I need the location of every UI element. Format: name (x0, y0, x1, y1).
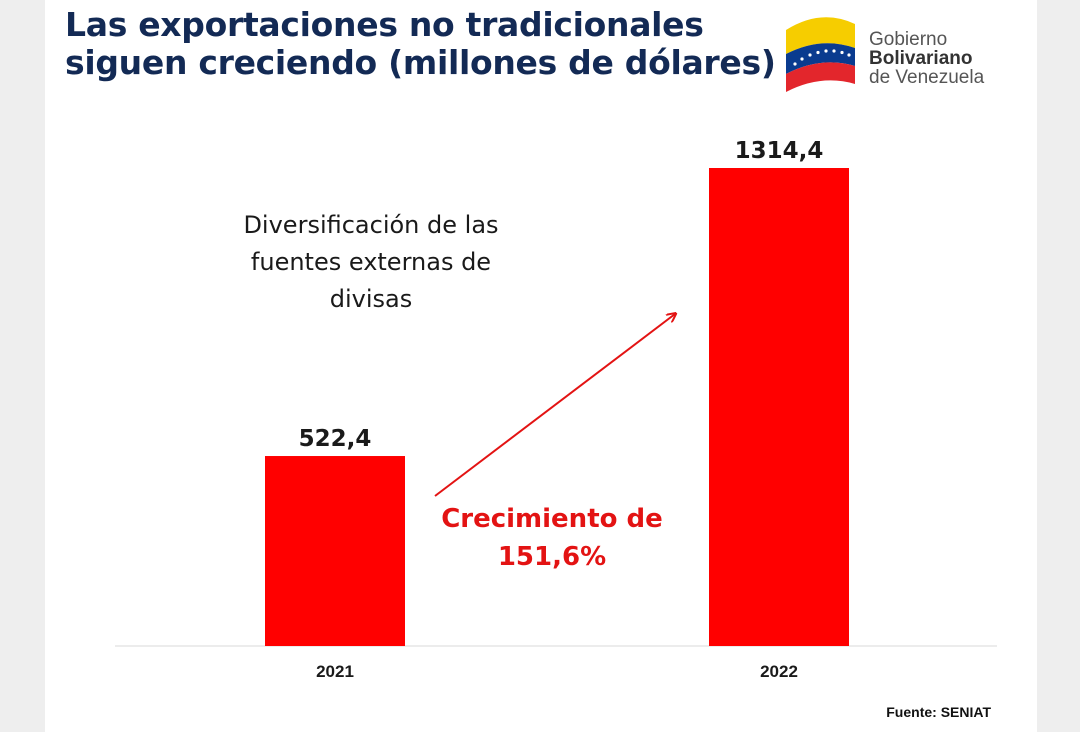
venezuela-flag-icon (786, 17, 855, 92)
data-label-2022: 1314,4 (735, 138, 824, 164)
bar-chart: 522,4 2021 1314,4 2022 Crecimiento de 151,6… (115, 138, 997, 681)
data-label-2021: 522,4 (299, 426, 372, 452)
slide: Las exportaciones no tradicionales sigue… (45, 0, 1037, 732)
x-tick-label-2021: 2021 (316, 662, 354, 681)
growth-label-line-1: Crecimiento de (441, 504, 663, 534)
note-line-2: fuentes externas de (250, 248, 492, 276)
bar-2021 (265, 456, 405, 646)
note-line-1: Diversificación de las (243, 211, 499, 239)
x-tick-label-2022: 2022 (760, 662, 798, 681)
bar-2022 (709, 168, 849, 646)
title-line-1: Las exportaciones no tradicionales (65, 5, 704, 44)
government-logo: Gobierno Bolivariano de Venezuela (783, 14, 1003, 94)
logo-text: Gobierno Bolivariano de Venezuela (869, 30, 984, 87)
source-note: Fuente: SENIAT (886, 704, 991, 720)
logo-line-1: Gobierno (869, 29, 948, 50)
page-title: Las exportaciones no tradicionales sigue… (65, 6, 776, 82)
title-line-2: siguen creciendo (millones de dólares) (65, 43, 776, 82)
diversification-note: Diversificación de las fuentes externas … (215, 207, 527, 318)
logo-line-2: Bolivariano (869, 48, 973, 69)
note-line-3: divisas (329, 285, 413, 313)
growth-arrow (434, 314, 675, 497)
growth-label-line-2: 151,6% (498, 542, 606, 572)
logo-line-3: de Venezuela (869, 67, 985, 88)
